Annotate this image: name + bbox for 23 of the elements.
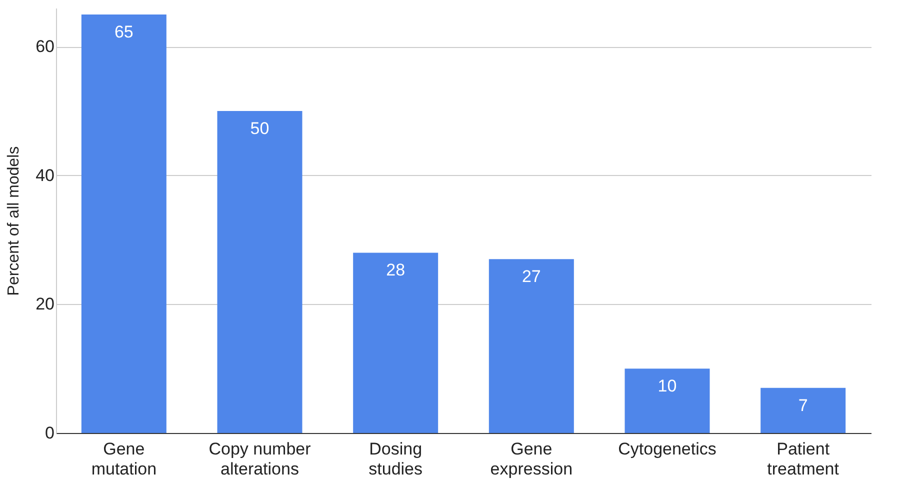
x-tick-label: Gene mutation [91,440,157,478]
data-label: 28 [386,260,406,280]
y-tick-label: 0 [45,424,54,442]
data-label: 7 [798,396,808,415]
data-label: 10 [658,376,677,396]
x-tick-label: Cytogenetics [618,440,716,458]
bar [81,14,166,433]
bar [624,368,710,433]
x-tick-label: Copy number alterations [208,440,312,478]
data-label: 50 [250,119,270,138]
bar [760,388,846,433]
y-tick-label: 60 [36,37,54,56]
data-label: 65 [114,22,134,42]
bar [353,252,438,433]
x-tick-label: Patient treatment [767,440,840,478]
bar [217,111,302,433]
x-tick-label: Dosing studies [368,440,423,478]
y-tick-label: 40 [36,166,54,185]
bar [488,259,574,433]
y-axis-title: Percent of all models [6,146,23,296]
y-tick-label: 20 [36,294,54,314]
data-label: 27 [522,267,541,286]
x-tick-label: Gene expression [490,440,573,478]
